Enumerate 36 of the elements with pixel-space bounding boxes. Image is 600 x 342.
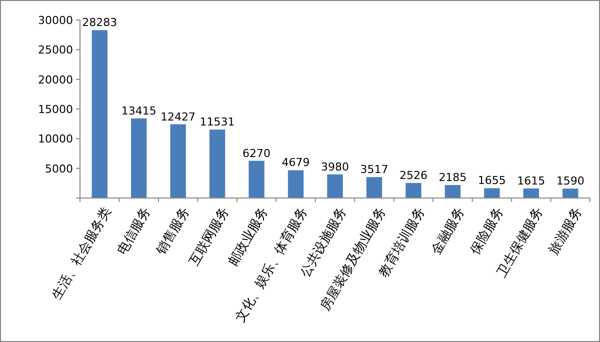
bar <box>562 188 578 198</box>
y-tick-label: 5000 <box>45 162 73 176</box>
y-tick-label: 10000 <box>38 132 73 146</box>
bar <box>406 183 422 198</box>
bar <box>170 124 186 198</box>
data-label: 1655 <box>478 174 506 188</box>
bar <box>523 188 539 198</box>
bar <box>209 130 226 198</box>
data-label: 2185 <box>438 171 467 184</box>
bar <box>484 188 500 198</box>
data-label: 28283 <box>82 16 118 30</box>
data-label: 1615 <box>517 174 546 188</box>
bar <box>366 177 382 198</box>
y-tick-label: 15000 <box>38 103 73 116</box>
bar <box>327 174 343 198</box>
y-tick-label: 25000 <box>38 44 73 57</box>
bar <box>288 170 304 198</box>
bar <box>131 118 147 198</box>
x-tick-label: 旅游服务 <box>546 204 586 258</box>
data-label: 3980 <box>321 160 349 174</box>
data-label: 6270 <box>242 146 271 160</box>
data-label: 12427 <box>160 110 196 124</box>
data-label: 11531 <box>200 116 235 129</box>
data-label: 1590 <box>556 174 584 188</box>
data-label: 3517 <box>360 163 388 176</box>
bar <box>92 30 108 198</box>
data-label: 13415 <box>121 104 156 118</box>
x-tick-label: 生活、社会服务类 <box>50 204 115 302</box>
data-label: 4679 <box>282 156 310 170</box>
x-tick-label: 电信服务 <box>114 204 154 258</box>
x-tick-label: 金融服务 <box>428 204 468 258</box>
y-tick-label: 30000 <box>38 14 73 27</box>
y-tick-label: 20000 <box>38 73 73 86</box>
bar <box>248 160 264 198</box>
data-label: 2526 <box>399 169 428 182</box>
bar <box>444 185 461 198</box>
